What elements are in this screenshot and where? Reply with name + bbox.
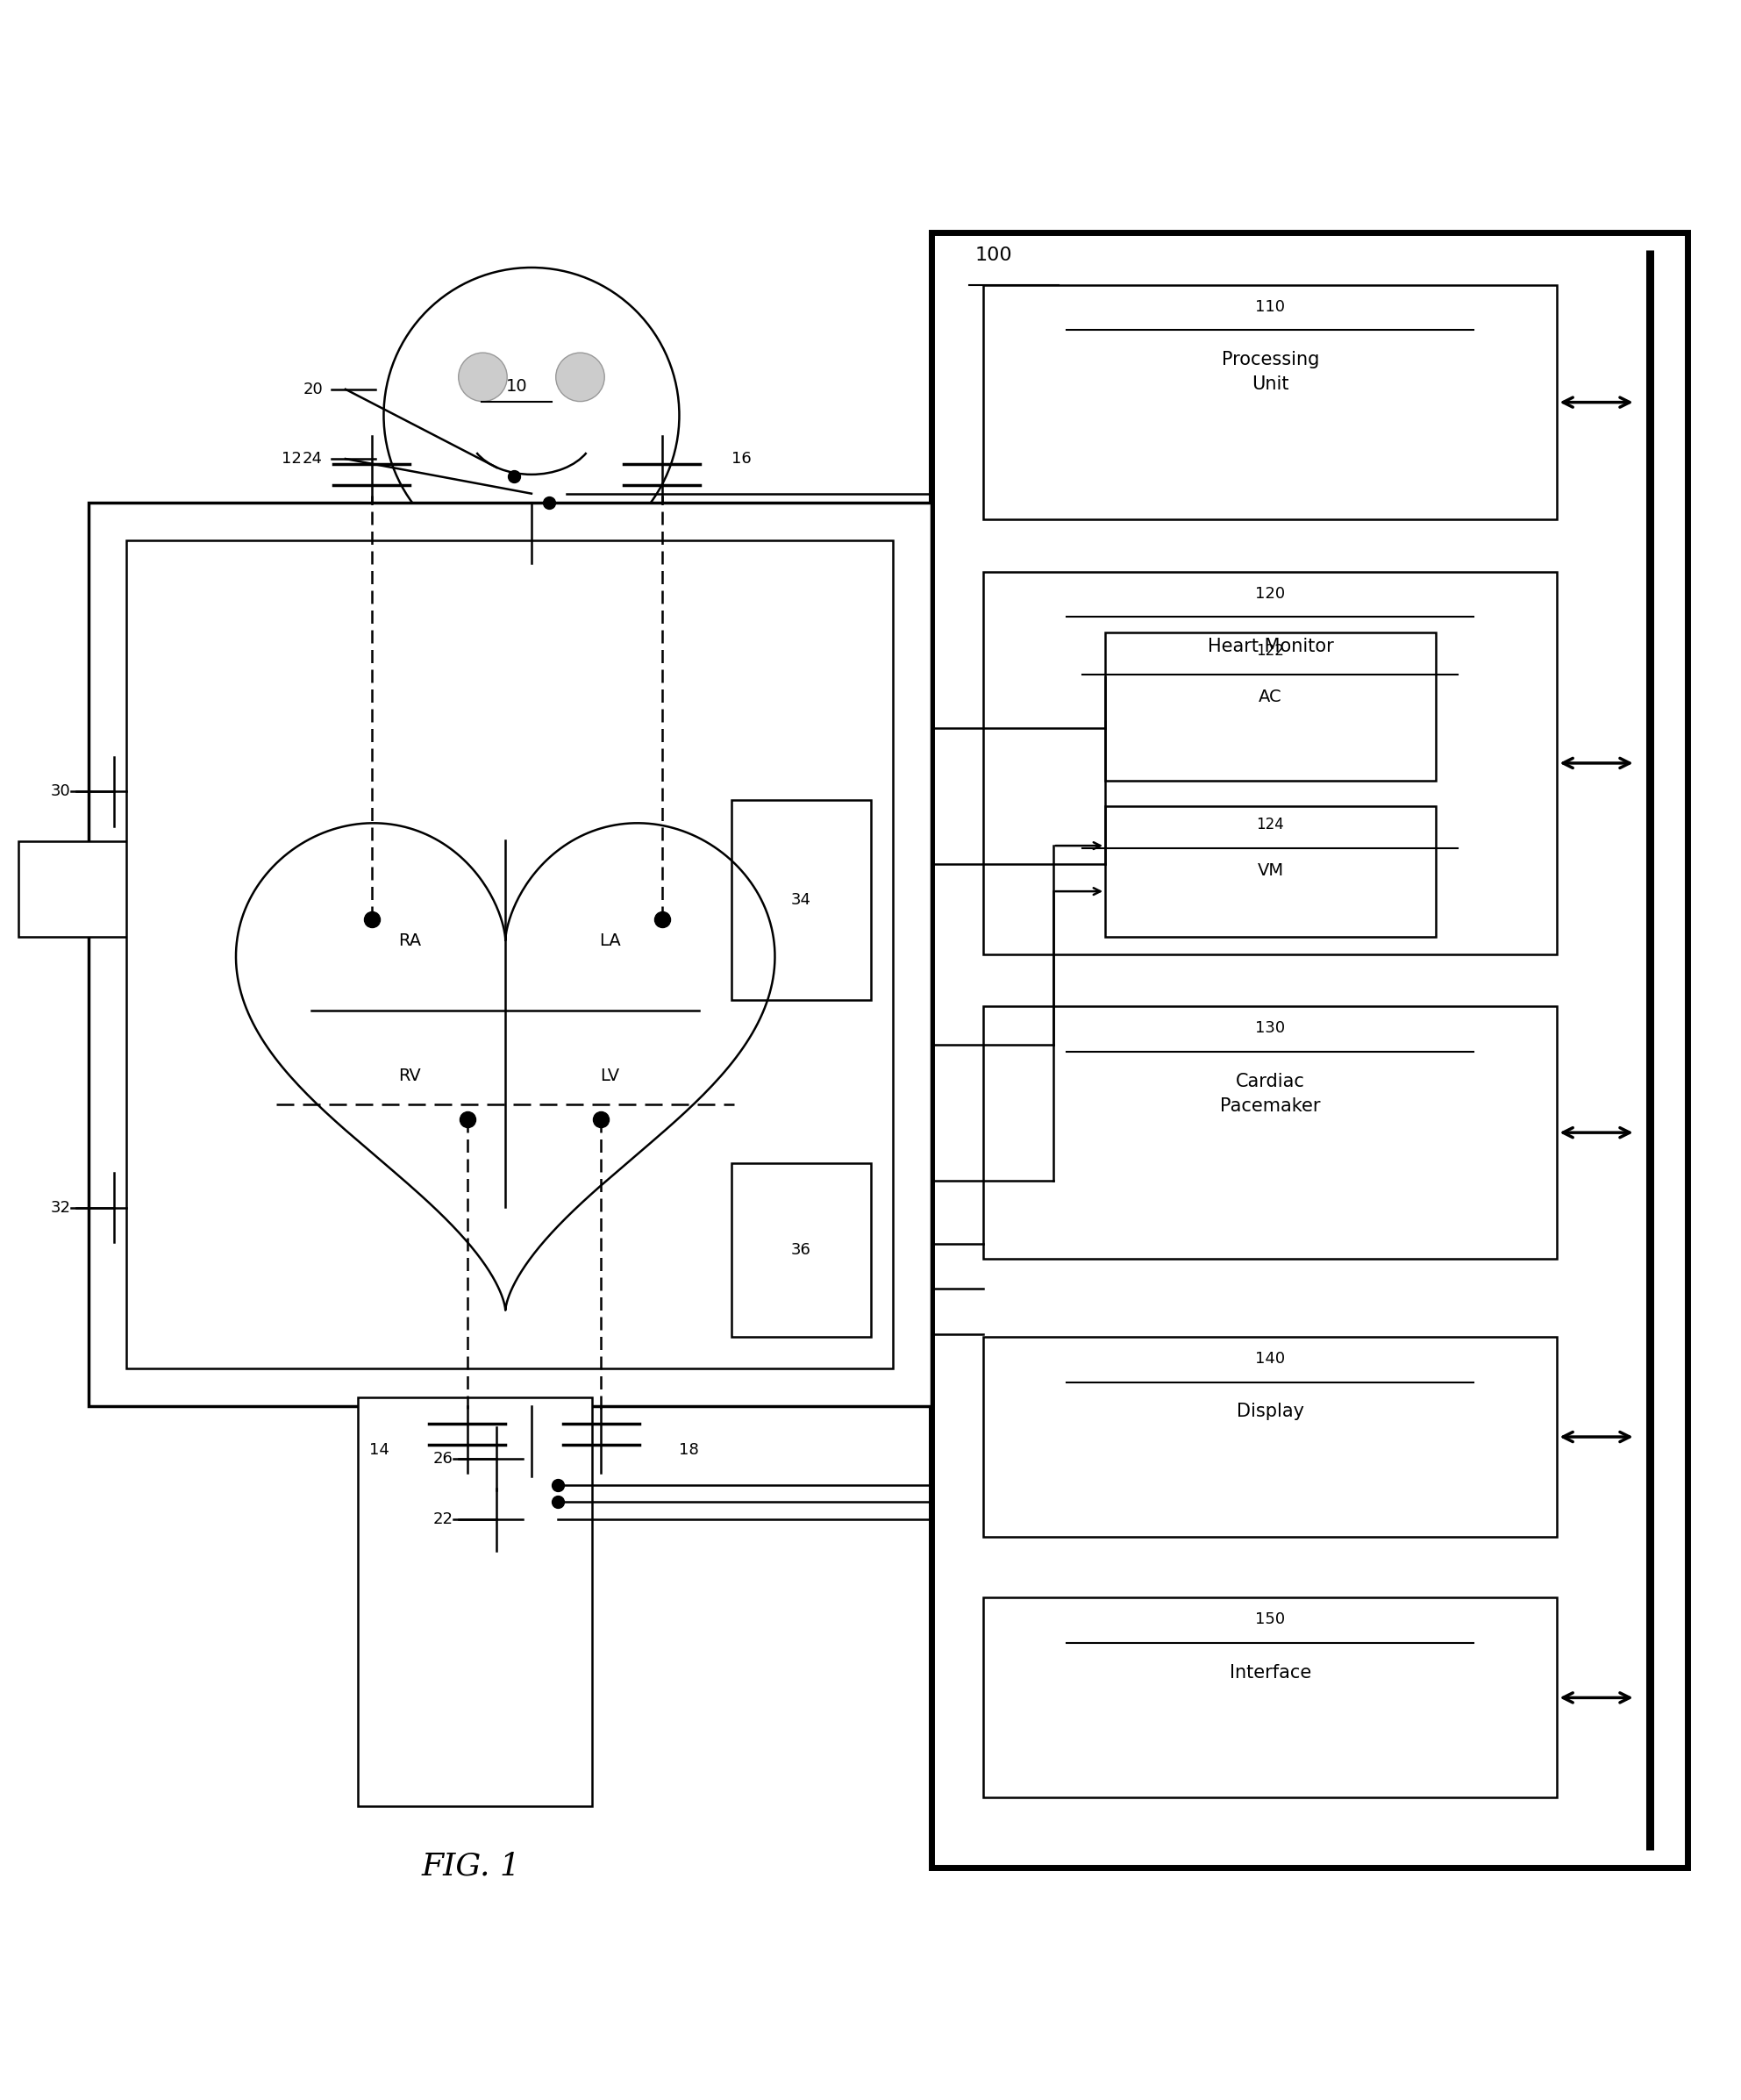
Text: Processing
Unit: Processing Unit [1222,351,1320,393]
Text: 140: 140 [1255,1350,1285,1367]
Text: 10: 10 [507,378,528,395]
Bar [984,1006,1556,1258]
Text: FIG. 1: FIG. 1 [421,1852,521,1882]
Text: 124: 124 [1257,817,1285,834]
Text: 130: 130 [1255,1021,1285,1035]
Bar [984,1338,1556,1537]
Text: 32: 32 [50,1199,71,1216]
Text: RA: RA [399,932,421,949]
Bar [357,1399,592,1806]
Text: VM: VM [1257,863,1283,880]
Circle shape [458,353,507,401]
Text: 100: 100 [975,246,1012,265]
Text: Heart Monitor: Heart Monitor [1207,638,1334,655]
Text: 120: 120 [1255,586,1285,601]
Text: 12: 12 [282,452,301,466]
Text: LA: LA [599,932,620,949]
Text: 30: 30 [50,783,71,800]
Bar [984,571,1556,953]
Text: Display: Display [1236,1403,1304,1420]
Bar [931,233,1687,1867]
Text: 22: 22 [434,1512,453,1527]
Bar [19,842,176,937]
Bar [984,286,1556,519]
Bar [984,1598,1556,1798]
Text: 24: 24 [303,452,322,466]
Bar [1106,632,1436,781]
Text: 110: 110 [1255,298,1285,315]
Text: AC: AC [1259,689,1281,706]
Bar [89,502,931,1407]
Text: 20: 20 [303,382,322,397]
Circle shape [555,353,604,401]
Text: LV: LV [601,1067,620,1084]
Bar [731,1163,870,1338]
Text: Interface: Interface [1229,1663,1311,1682]
Bar [731,800,870,1000]
Text: 36: 36 [790,1241,811,1258]
Text: 26: 26 [434,1451,453,1466]
Text: 14: 14 [369,1443,388,1457]
Bar [127,540,893,1369]
Text: 16: 16 [731,452,752,466]
Text: 150: 150 [1255,1611,1285,1628]
Text: 18: 18 [679,1443,700,1457]
Text: 34: 34 [790,892,811,907]
Text: RV: RV [399,1067,421,1084]
Bar [1106,806,1436,937]
Text: 122: 122 [1257,643,1285,659]
Text: Cardiac
Pacemaker: Cardiac Pacemaker [1220,1073,1321,1115]
